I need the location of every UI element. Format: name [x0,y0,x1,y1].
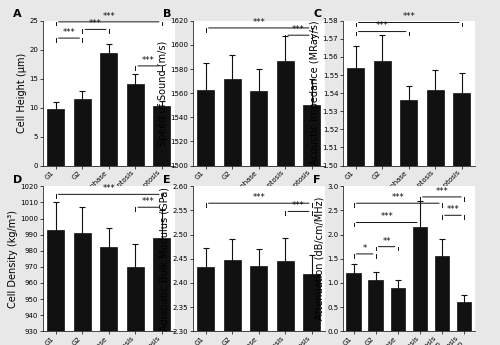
Bar [250,91,268,345]
Bar [100,52,117,166]
Text: ***: *** [102,12,115,21]
Bar [197,89,214,345]
Y-axis label: Acoustic Impedance (MRay/s): Acoustic Impedance (MRay/s) [310,21,320,166]
Bar [276,60,294,345]
Y-axis label: Cell Height (μm): Cell Height (μm) [16,53,26,133]
Text: ***: *** [446,205,460,214]
Text: C: C [314,9,322,19]
Text: ***: *** [102,184,115,193]
Bar [100,247,117,345]
Bar [153,107,170,166]
Bar [197,267,214,345]
Text: ***: *** [392,193,404,202]
Bar [426,90,444,345]
Bar [276,261,294,345]
Bar [400,100,417,345]
Text: ***: *** [292,25,305,34]
Y-axis label: Adiabatic Bulk Modulus (GPa): Adiabatic Bulk Modulus (GPa) [160,187,170,331]
Text: ***: *** [142,197,155,206]
Text: **: ** [382,237,391,246]
Text: ***: *** [89,19,102,28]
Bar [224,260,241,345]
Bar [347,68,364,345]
Bar [368,280,383,331]
Text: F: F [314,175,321,185]
Bar [250,266,268,345]
Bar [224,79,241,345]
Bar [126,267,144,345]
Bar [412,227,427,331]
Y-axis label: Speed of Sound (m/s): Speed of Sound (m/s) [158,40,168,146]
Bar [374,61,391,345]
Bar [47,230,64,345]
Text: ***: *** [402,12,415,21]
Bar [303,274,320,345]
Bar [153,238,170,345]
Bar [346,273,360,331]
Y-axis label: Attenuation (dB/cm/MHz): Attenuation (dB/cm/MHz) [314,197,324,321]
Text: ***: *** [252,18,265,27]
Text: E: E [164,175,171,185]
Text: ***: *** [252,193,265,202]
Text: ***: *** [142,56,155,65]
Bar [457,302,471,331]
Text: *: * [362,244,366,253]
Bar [303,105,320,345]
Text: ***: *** [436,187,448,196]
Text: ***: *** [62,28,76,37]
Text: ***: *** [376,21,388,30]
Text: D: D [14,175,22,185]
Bar [390,288,405,331]
Text: ***: *** [380,213,393,221]
Text: ***: *** [292,201,305,210]
Bar [74,99,91,166]
Bar [434,256,449,331]
Bar [74,233,91,345]
Bar [453,93,470,345]
Bar [47,109,64,166]
Y-axis label: Cell Density (kg/m³): Cell Density (kg/m³) [8,210,18,308]
Text: B: B [164,9,172,19]
Text: A: A [14,9,22,19]
Bar [126,85,144,166]
